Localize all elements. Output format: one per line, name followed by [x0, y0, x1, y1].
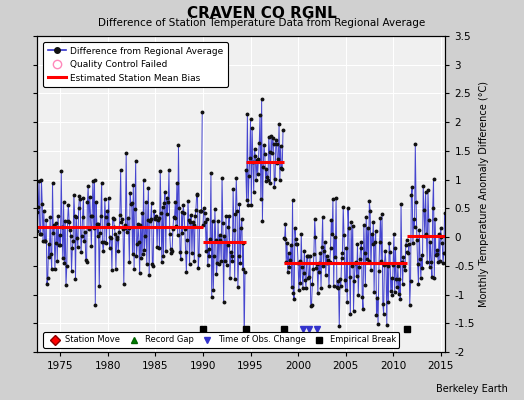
Text: Difference of Station Temperature Data from Regional Average: Difference of Station Temperature Data f…	[99, 18, 425, 28]
Text: Berkeley Earth: Berkeley Earth	[436, 384, 508, 394]
Text: CRAVEN CO RGNL: CRAVEN CO RGNL	[187, 6, 337, 21]
Legend: Station Move, Record Gap, Time of Obs. Change, Empirical Break: Station Move, Record Gap, Time of Obs. C…	[43, 332, 399, 348]
Y-axis label: Monthly Temperature Anomaly Difference (°C): Monthly Temperature Anomaly Difference (…	[479, 81, 489, 307]
